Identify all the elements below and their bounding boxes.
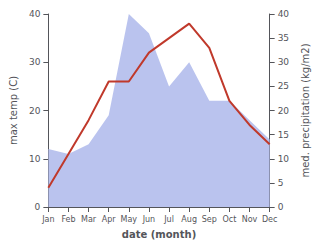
svg-text:35: 35	[278, 33, 289, 43]
svg-text:Apr: Apr	[102, 215, 117, 224]
svg-text:25: 25	[278, 81, 289, 91]
svg-text:40: 40	[278, 9, 290, 19]
svg-text:5: 5	[278, 178, 284, 188]
svg-text:Oct: Oct	[222, 215, 236, 224]
svg-text:Jun: Jun	[142, 215, 156, 224]
svg-text:10: 10	[278, 154, 290, 164]
svg-text:max temp (C): max temp (C)	[8, 76, 19, 145]
svg-text:0: 0	[278, 202, 284, 212]
svg-text:Jul: Jul	[163, 215, 174, 224]
svg-text:20: 20	[278, 106, 290, 116]
svg-text:May: May	[121, 215, 138, 224]
svg-text:Mar: Mar	[81, 215, 97, 224]
svg-text:20: 20	[29, 106, 41, 116]
svg-text:Jan: Jan	[41, 215, 54, 224]
svg-text:date (month): date (month)	[122, 229, 196, 240]
svg-text:Dec: Dec	[262, 215, 277, 224]
svg-text:15: 15	[278, 130, 289, 140]
svg-text:Aug: Aug	[181, 215, 197, 224]
svg-text:0: 0	[35, 202, 41, 212]
svg-text:40: 40	[29, 9, 41, 19]
svg-text:30: 30	[278, 57, 290, 67]
svg-text:Nov: Nov	[242, 215, 258, 224]
svg-text:Sep: Sep	[202, 215, 217, 224]
svg-text:10: 10	[29, 154, 41, 164]
svg-text:Feb: Feb	[61, 215, 75, 224]
svg-text:30: 30	[29, 57, 41, 67]
svg-text:med. precipitation (kg/m2): med. precipitation (kg/m2)	[300, 43, 311, 177]
